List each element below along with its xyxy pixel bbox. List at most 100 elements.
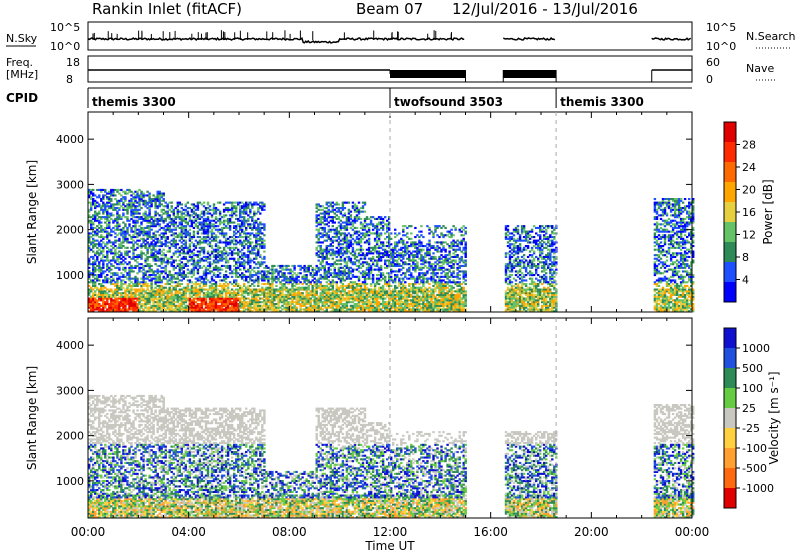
heatmap-cell [128,266,131,269]
heatmap-cell [263,292,266,295]
heatmap-cell [341,304,345,307]
heatmap-cell [190,219,194,222]
heatmap-cell [241,275,244,278]
heatmap-cell [257,277,260,280]
heatmap-cell [130,290,133,293]
heatmap-cell [271,283,274,286]
heatmap-cell [170,290,173,293]
heatmap-cell [355,303,359,306]
heatmap-cell [166,281,169,284]
heatmap-cell [126,217,129,221]
heatmap-cell [271,290,274,293]
heatmap-cell [116,306,119,309]
heatmap-cell [267,279,270,282]
heatmap-cell [315,303,318,306]
heatmap-cell [321,250,324,253]
heatmap-cell [241,286,244,289]
heatmap-cell [243,205,246,208]
heatmap-cell [241,303,244,306]
heatmap-cell [255,299,258,302]
heatmap-cell [347,217,351,221]
heatmap-cell [355,259,359,262]
heatmap-cell [116,303,119,306]
heatmap-cell [126,293,129,297]
heatmap-cell [204,301,208,304]
heatmap-cell [158,214,161,217]
heatmap-cell [339,228,343,231]
heatmap-cell [108,277,111,280]
heatmap-cell [251,216,254,219]
heatmap-cell [206,268,210,271]
heatmap-cell [241,297,244,300]
heatmap-cell [100,199,103,202]
heatmap-cell [174,228,178,231]
heatmap-cell [355,241,359,244]
heatmap-cell [335,250,339,253]
heatmap-cell [192,257,196,260]
heatmap-cell [363,261,367,264]
heatmap-cell [359,226,363,230]
heatmap-cell [158,284,161,288]
heatmap-cell [112,293,115,297]
heatmap-cell [347,212,351,215]
heatmap-cell [152,199,155,202]
heatmap-cell [285,286,288,289]
heatmap-cell [333,236,337,239]
heatmap-cell [180,232,184,235]
heatmap-cell [196,243,200,246]
heatmap-cell [152,219,155,222]
heatmap-cell [277,303,280,306]
heatmap-cell [176,263,180,266]
heatmap-cell [255,221,258,224]
heatmap-cell [166,216,169,219]
heatmap-cell [220,228,224,231]
heatmap-cell [343,306,347,309]
heatmap-cell [267,283,270,286]
heatmap-cell [263,299,266,302]
heatmap-cell [365,308,369,311]
heatmap-cell [140,303,143,306]
heatmap-cell [287,290,290,293]
heatmap-cell [343,257,347,260]
heatmap-cell [347,250,351,253]
heatmap-cell [365,295,369,298]
heatmap-cell [122,203,125,206]
heatmap-cell [355,284,359,288]
heatmap-cell [251,252,254,255]
heatmap-cell [94,239,97,242]
heatmap-cell [170,308,173,311]
heatmap-cell [206,223,210,226]
heatmap-cell [359,245,363,248]
heatmap-cell [275,284,278,288]
heatmap-cell [128,284,131,288]
heatmap-cell [148,199,151,202]
heatmap-cell [233,225,236,228]
heatmap-cell [210,214,214,217]
heatmap-cell [90,219,93,222]
heatmap-cell [313,299,316,302]
heatmap-cell [331,303,335,306]
heatmap-cell [357,239,361,242]
heatmap-cell [108,290,111,293]
heatmap-cell [180,275,184,278]
heatmap-cell [253,306,256,309]
heatmap-cell [349,210,353,213]
heatmap-cell [172,275,176,278]
heatmap-cell [112,283,115,286]
heatmap-cell [88,232,91,235]
heatmap-cell [299,310,302,313]
heatmap-cell [220,279,224,282]
heatmap-cell [102,310,105,313]
heatmap-cell [347,275,351,278]
heatmap-cell [319,292,322,295]
heatmap-cell [239,223,242,226]
heatmap-cell [327,228,331,231]
heatmap-cell [146,246,149,249]
heatmap-cell [367,272,371,275]
heatmap-cell [180,221,184,224]
heatmap-cell [112,290,115,293]
heatmap-cell [367,306,371,309]
heatmap-cell [132,216,135,219]
heatmap-cell [347,259,351,262]
heatmap-cell [230,275,234,278]
